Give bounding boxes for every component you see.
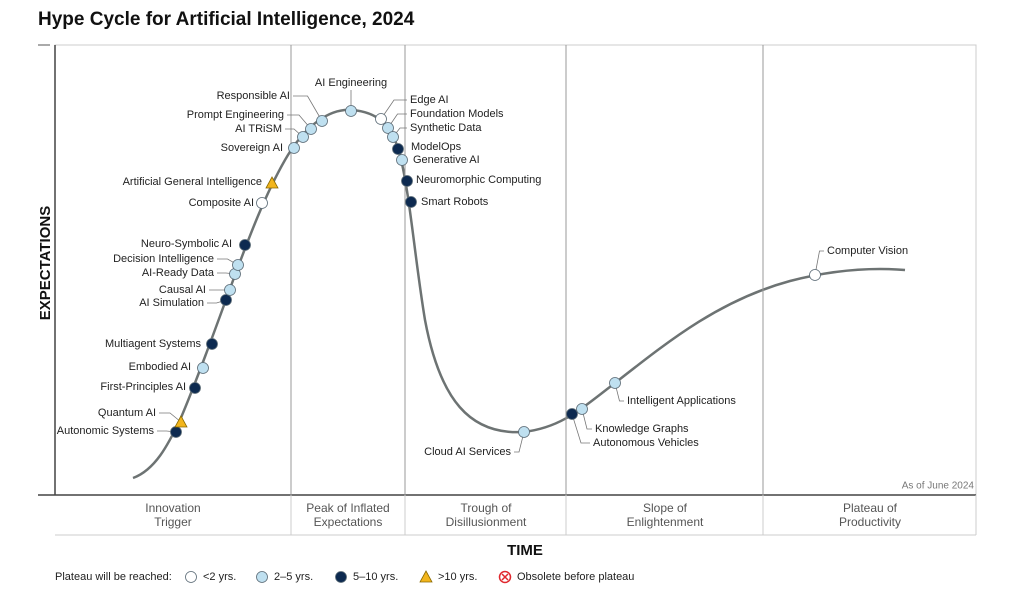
leader-line: [614, 382, 624, 402]
legend-label: >10 yrs.: [438, 571, 477, 583]
node-label: Knowledge Graphs: [595, 423, 689, 435]
leader-line: [287, 114, 312, 130]
node-label: First-Principles AI: [100, 381, 186, 393]
node-label: Sovereign AI: [221, 142, 283, 154]
node-marker: [206, 338, 218, 350]
node-label: Autonomic Systems: [57, 425, 155, 437]
leader-line: [581, 408, 592, 430]
x-axis-label: TIME: [507, 542, 543, 559]
legend-label: Obsolete before plateau: [517, 571, 634, 583]
node-marker: [396, 154, 408, 166]
node-label: Generative AI: [413, 154, 480, 166]
node-label: Artificial General Intelligence: [123, 176, 262, 188]
node-marker: [239, 239, 251, 251]
node-marker: [220, 294, 232, 306]
node-marker: [232, 259, 244, 271]
phase-label: Innovation: [145, 501, 200, 515]
node-label: Synthetic Data: [410, 122, 482, 134]
phase-label: Slope of: [643, 501, 688, 515]
phase-label: Trigger: [154, 515, 192, 529]
phase-label: Productivity: [839, 515, 901, 529]
leader-line: [159, 412, 182, 423]
phase-label: Disillusionment: [446, 515, 527, 529]
leader-line: [814, 250, 824, 276]
node-marker: [256, 197, 268, 209]
node-label: Quantum AI: [98, 407, 156, 419]
node-marker: [174, 415, 188, 428]
phase-label: Enlightenment: [627, 515, 704, 529]
node-marker: [375, 113, 387, 125]
node-label: AI-Ready Data: [142, 267, 215, 279]
node-label: Responsible AI: [217, 90, 290, 102]
leader-line: [514, 431, 525, 453]
node-marker: [345, 105, 357, 117]
node-label: ModelOps: [411, 141, 462, 153]
node-marker: [288, 142, 300, 154]
node-label: Neuromorphic Computing: [416, 174, 541, 186]
legend-marker: [419, 570, 433, 583]
node-marker: [297, 131, 309, 143]
legend-marker: [185, 571, 197, 583]
phase-label: Trough of: [461, 501, 513, 515]
node-label: AI TRiSM: [235, 123, 282, 135]
node-label: Prompt Engineering: [187, 109, 284, 121]
node-marker: [392, 143, 404, 155]
node-marker: [401, 175, 413, 187]
phase-label: Peak of Inflated: [306, 501, 389, 515]
node-marker: [265, 176, 279, 189]
node-label: Foundation Models: [410, 108, 504, 120]
leader-line: [380, 99, 407, 120]
leader-line: [293, 95, 323, 122]
note: As of June 2024: [902, 481, 975, 492]
node-label: Causal AI: [159, 284, 206, 296]
node-label: Multiagent Systems: [105, 338, 201, 350]
leader-line: [571, 413, 590, 444]
title: Hype Cycle for Artificial Intelligence, …: [38, 9, 415, 30]
node-marker: [316, 115, 328, 127]
legend-label: <2 yrs.: [203, 571, 236, 583]
legend-marker: [256, 571, 268, 583]
hype-curve: [132, 108, 906, 480]
node-marker: [170, 426, 182, 438]
node-marker: [382, 122, 394, 134]
node-label: Smart Robots: [421, 196, 489, 208]
node-label: AI Engineering: [315, 77, 387, 89]
node-marker: [576, 403, 588, 415]
node-marker: [405, 196, 417, 208]
legend-marker: [335, 571, 347, 583]
legend-marker: [501, 573, 509, 581]
node-label: Neuro-Symbolic AI: [141, 238, 232, 250]
node-marker: [305, 123, 317, 135]
node-label: Composite AI: [189, 197, 254, 209]
node-marker: [189, 382, 201, 394]
node-marker: [224, 284, 236, 296]
node-marker: [566, 408, 578, 420]
legend-label: 5–10 yrs.: [353, 571, 398, 583]
node-marker: [809, 269, 821, 281]
phase-label: Plateau of: [843, 501, 898, 515]
node-label: Computer Vision: [827, 245, 908, 257]
node-label: Embodied AI: [129, 361, 191, 373]
node-marker: [197, 362, 209, 374]
legend-label: 2–5 yrs.: [274, 571, 313, 583]
node-marker: [609, 377, 621, 389]
y-axis-label: EXPECTATIONS: [37, 206, 54, 320]
node-label: Edge AI: [410, 94, 449, 106]
node-label: Autonomous Vehicles: [593, 437, 699, 449]
node-marker: [518, 426, 530, 438]
node-label: AI Simulation: [139, 297, 204, 309]
node-label: Decision Intelligence: [113, 253, 214, 265]
node-label: Intelligent Applications: [627, 395, 736, 407]
legend-title: Plateau will be reached:: [55, 571, 172, 583]
phase-label: Expectations: [314, 515, 383, 529]
node-marker: [387, 131, 399, 143]
node-label: Cloud AI Services: [424, 446, 511, 458]
